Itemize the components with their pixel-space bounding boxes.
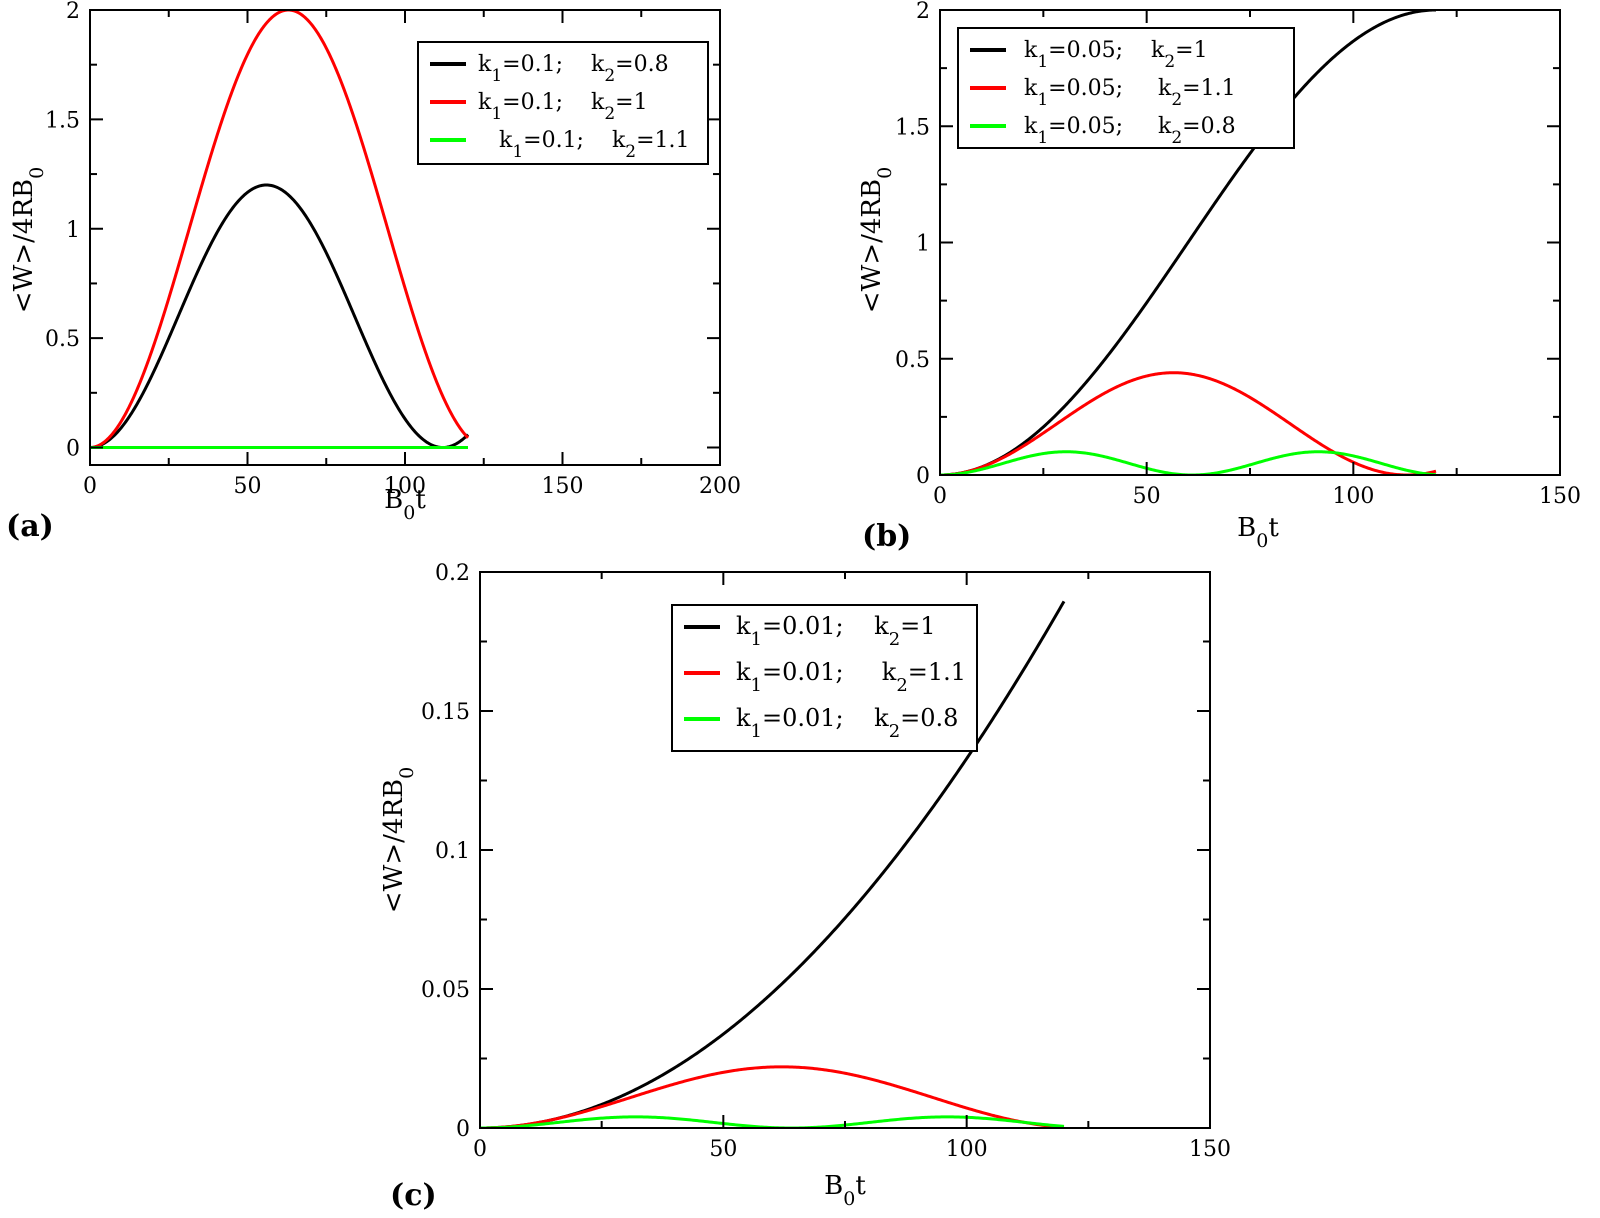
legend-entry: k1=0.1; k2=0.8 [478,52,669,86]
panel-label: (b) [862,519,911,554]
x-axis-label: B0t [1237,513,1279,552]
y-tick-label: 0.05 [421,978,470,1003]
x-tick-label: 50 [709,1137,737,1162]
legend: k1=0.1; k2=0.8 k1=0.1; k2=1 k1=0.1; k2=1.… [417,41,709,165]
y-tick-label: 2 [916,0,930,24]
x-tick-label: 50 [234,474,262,499]
x-tick-label: 150 [1539,484,1581,509]
y-tick-label: 1.5 [45,108,80,133]
y-axis-label: <W>/4RB0 [379,767,418,913]
series-line-1 [90,183,470,450]
y-tick-label: 0.1 [435,839,470,864]
x-tick-label: 0 [83,474,97,499]
x-tick-label: 0 [933,484,947,509]
y-tick-label: 1 [916,232,930,257]
x-tick-label: 100 [384,474,426,499]
x-tick-label: 150 [542,474,584,499]
y-tick-label: 0.2 [435,561,470,586]
legend-entry: k1=0.01; k2=1.1 [736,658,966,696]
y-tick-label: 0.5 [895,348,930,373]
y-tick-label: 0 [456,1117,470,1142]
x-tick-label: 0 [473,1137,487,1162]
y-axis-label: <W>/4RB0 [857,167,896,313]
y-tick-label: 1 [66,218,80,243]
series-line-2 [90,10,470,449]
legend-box [671,604,978,752]
x-tick-label: 50 [1133,484,1161,509]
x-tick-label: 100 [946,1137,988,1162]
legend: k1=0.01; k2=1 k1=0.01; k2=1.1 k1=0.01; k2=… [671,604,978,752]
panel-label: (a) [6,509,54,544]
legend-box [417,41,709,165]
legend: k1=0.05; k2=1 k1=0.05; k2=1.1 k1=0.05; k2=… [957,27,1295,149]
y-tick-label: 1.5 [895,115,930,140]
panel-a: 0 50 100 150 200 0 0.5 1 1.5 2 B0t <W>/4RB0 (a) k1=0.… [6,0,741,544]
panel-c: 0 50 100 150 0 0.05 0.1 0.15 0.2 B0t <W>/4RB0 (c) k1… [379,561,1231,1213]
legend-entry: k1=0.01; k2=1 [736,612,936,650]
legend-box [957,27,1295,149]
panel-b: 0 50 100 150 0 0.5 1 1.5 2 B0t <W>/4RB0 (b) k1=0.05;… [857,0,1581,554]
legend-entry: k1=0.05; k2=1 [1024,38,1208,72]
y-axis-label: <W>/4RB0 [9,167,48,313]
x-tick-label: 200 [699,474,741,499]
legend-entry: k1=0.01; k2=0.8 [736,704,958,742]
series-line-3 [480,1115,1065,1128]
series-line-2 [480,1065,1065,1128]
legend-entry: k1=0.05; k2=0.8 [1024,114,1236,148]
y-tick-label: 0.5 [45,327,80,352]
y-tick-label: 2 [66,0,80,24]
legend-entry: k1=0.05; k2=1.1 [1024,76,1236,110]
legend-entry: k1=0.1; k2=1 [478,90,648,124]
y-tick-label: 0 [66,437,80,462]
y-tick-label: 0.15 [421,700,470,725]
x-axis-label: B0t [824,1171,866,1210]
panel-label: (c) [390,1178,437,1213]
legend-entry: k1=0.1; k2=1.1 [478,128,690,162]
x-tick-label: 100 [1332,484,1374,509]
x-axis-label: B0t [384,485,426,524]
series-line-1 [940,10,1437,475]
series-line-3 [940,450,1437,475]
x-tick-label: 150 [1189,1137,1231,1162]
y-tick-label: 0 [916,464,930,489]
